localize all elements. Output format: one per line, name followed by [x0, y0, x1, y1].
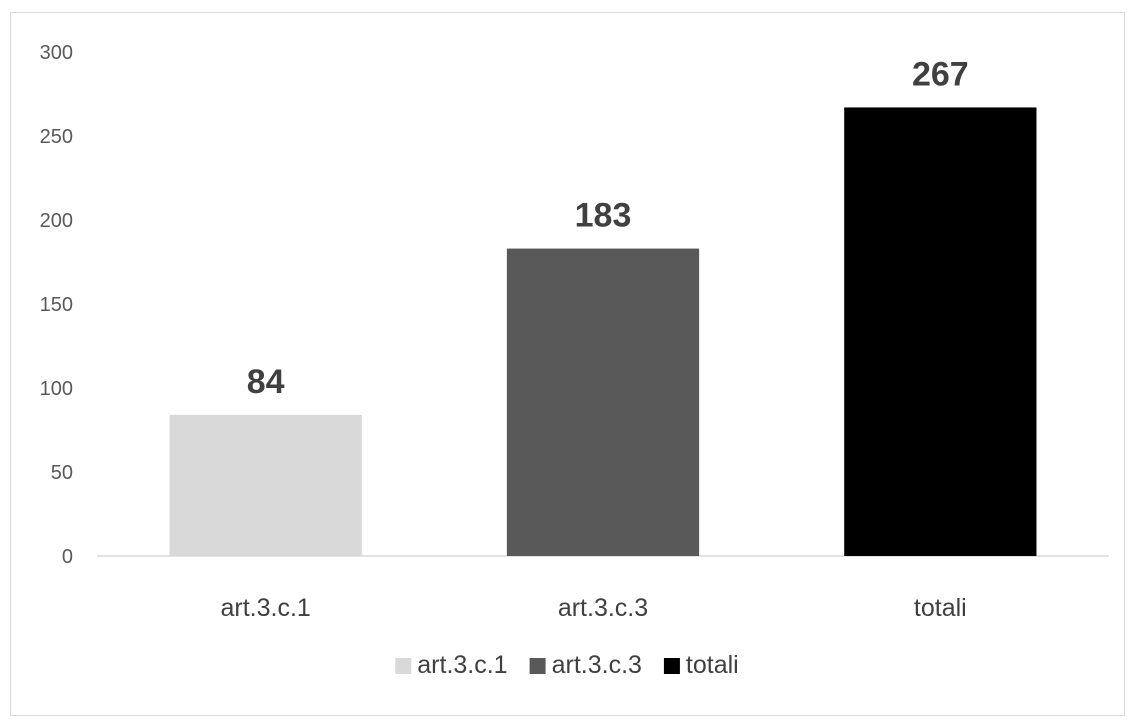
y-tick-label: 100 [40, 378, 73, 400]
data-label-0: 84 [247, 363, 285, 401]
data-label-2: 267 [912, 55, 969, 93]
y-tick-label: 200 [40, 210, 73, 232]
legend-label-1: art.3.c.3 [552, 651, 642, 679]
category-label-1: art.3.c.3 [558, 594, 648, 622]
legend-entry-1: art.3.c.3 [529, 651, 642, 679]
category-label-2: totali [914, 594, 967, 622]
y-tick-label: 50 [51, 462, 73, 484]
legend-label-0: art.3.c.1 [417, 651, 507, 679]
chart-frame: 0 50 100 150 200 250 300 84 183 267 art.3.c.1 art… [10, 12, 1125, 716]
bar-0 [169, 414, 362, 556]
y-tick-label: 300 [40, 42, 73, 64]
y-tick-label: 0 [62, 546, 73, 568]
bars [169, 107, 1037, 556]
category-label-0: art.3.c.1 [221, 594, 311, 622]
legend-entry-0: art.3.c.1 [395, 651, 508, 679]
legend: art.3.c.1 art.3.c.3 totali [395, 651, 739, 679]
bar-2 [844, 107, 1037, 556]
legend-swatch-2 [663, 658, 680, 674]
category-labels: art.3.c.1 art.3.c.3 totali [221, 594, 967, 622]
legend-entry-2: totali [663, 651, 739, 679]
y-tick-label: 250 [40, 126, 73, 148]
y-axis-ticks: 0 50 100 150 200 250 300 [40, 42, 73, 568]
legend-swatch-0 [395, 658, 412, 674]
y-tick-label: 150 [40, 294, 73, 316]
data-labels: 84 183 267 [247, 55, 969, 400]
bar-1 [506, 248, 700, 556]
legend-label-2: totali [686, 651, 739, 679]
legend-swatch-1 [529, 658, 546, 674]
data-label-1: 183 [575, 197, 632, 235]
